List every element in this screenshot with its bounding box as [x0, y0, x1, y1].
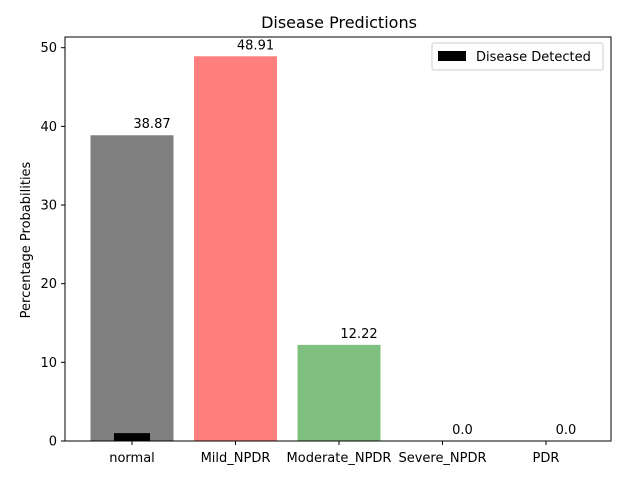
value-labels-group: 38.87 48.91 12.22 0.0 0.0: [133, 38, 576, 438]
bar-normal: [90, 135, 174, 441]
x-axis-ticks: normal Mild_NPDR Moderate_NPDR Severe_NPDR P…: [109, 441, 559, 466]
legend: Disease Detected: [431, 42, 604, 71]
detected-marker-bar: [114, 433, 150, 441]
value-label-mild-npdr: 48.91: [237, 38, 274, 53]
y-axis-ticks: 0 10 20 30 40 50: [40, 41, 65, 450]
y-tick-label-30: 30: [40, 199, 57, 214]
value-label-pdr: 0.0: [556, 423, 577, 438]
y-tick-label-10: 10: [40, 356, 57, 371]
plot-frame: [64, 36, 612, 442]
y-tick-label-40: 40: [40, 120, 57, 135]
bar-moderate-npdr: [297, 344, 381, 441]
y-tick-label-20: 20: [40, 277, 57, 292]
bar-mild-npdr: [194, 56, 277, 441]
value-label-severe-npdr: 0.0: [452, 423, 473, 438]
value-label-moderate-npdr: 12.22: [340, 327, 377, 342]
x-tick-label-normal: normal: [109, 451, 155, 466]
value-label-normal: 38.87: [133, 117, 170, 132]
chart-title: Disease Predictions: [261, 13, 417, 32]
x-tick-label-mild-npdr: Mild_NPDR: [201, 451, 271, 466]
y-tick-label-0: 0: [49, 435, 57, 450]
legend-label-disease-detected: Disease Detected: [476, 50, 591, 65]
legend-swatch-disease-detected: [438, 51, 466, 61]
bars-group: [90, 56, 381, 441]
legend-box: [431, 42, 604, 71]
x-tick-label-severe-npdr: Severe_NPDR: [398, 451, 486, 466]
x-tick-label-pdr: PDR: [533, 451, 560, 466]
y-axis-label: Percentage Probabilities: [19, 161, 34, 318]
x-tick-label-moderate-npdr: Moderate_NPDR: [287, 451, 392, 466]
detected-marker-group: [114, 433, 150, 441]
y-tick-label-50: 50: [40, 41, 57, 56]
